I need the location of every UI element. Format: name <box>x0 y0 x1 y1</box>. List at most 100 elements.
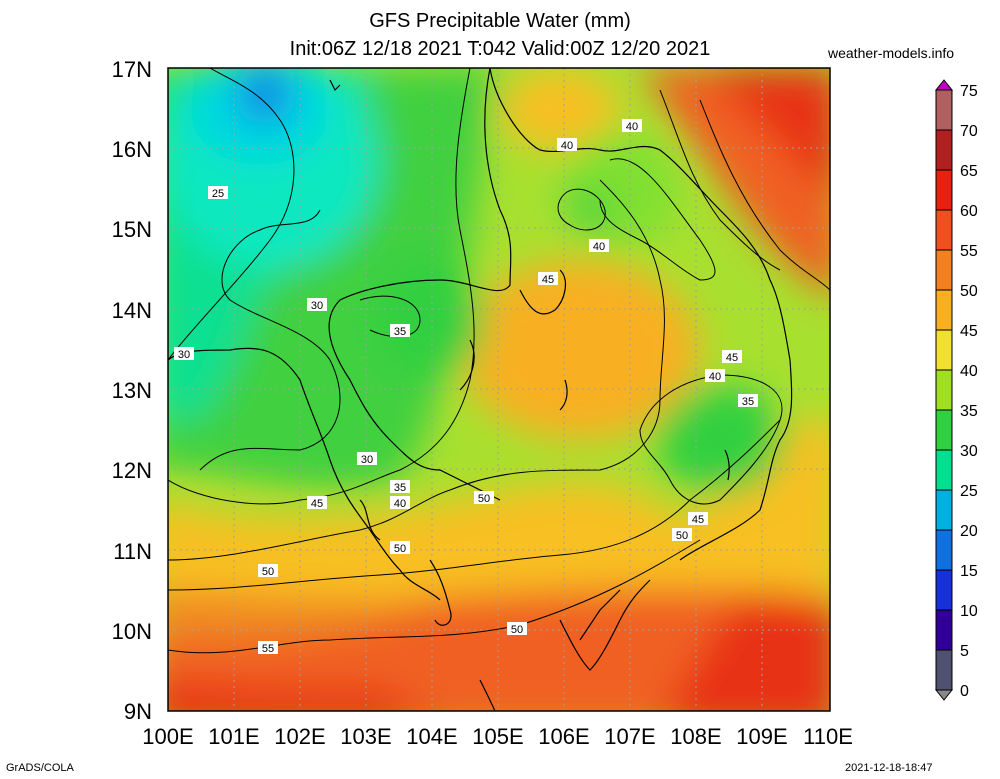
svg-text:40: 40 <box>626 121 638 133</box>
contour-label: 30 <box>174 347 194 361</box>
precipitable-water-field <box>168 68 830 711</box>
colorbar-label: 35 <box>960 403 978 420</box>
contour-label: 50 <box>258 564 278 578</box>
contour-label: 50 <box>672 528 692 542</box>
lat-tick-label: 11N <box>113 539 152 564</box>
lon-tick-label: 104E <box>406 724 457 749</box>
svg-text:35: 35 <box>742 396 754 408</box>
colorbar-swatch <box>935 249 953 291</box>
software-credit: GrADS/COLA <box>6 762 74 774</box>
contour-lines <box>168 68 830 654</box>
contour-label: 35 <box>390 324 410 338</box>
lon-tick-label: 103E <box>340 724 391 749</box>
lon-tick-label: 108E <box>670 724 721 749</box>
lon-tick-label: 110E <box>803 724 853 749</box>
latitude-axis: 17N 16N 15N 14N 13N 12N 11N 10N 9N <box>112 57 152 724</box>
svg-text:50: 50 <box>511 624 523 636</box>
colorbar-top-arrow <box>934 79 954 91</box>
map-gridlines <box>168 68 830 711</box>
colorbar-swatch <box>935 169 953 211</box>
lat-tick-label: 9N <box>124 699 152 724</box>
colorbar-swatch <box>935 289 953 331</box>
svg-text:45: 45 <box>311 498 323 510</box>
colorbar-label: 15 <box>960 563 978 580</box>
lat-tick-label: 16N <box>112 137 152 162</box>
svg-text:55: 55 <box>262 643 274 655</box>
svg-text:40: 40 <box>593 241 605 253</box>
svg-text:30: 30 <box>311 300 323 312</box>
chart-subtitle: Init:06Z 12/18 2021 T:042 Valid:00Z 12/2… <box>289 38 711 60</box>
contour-label: 45 <box>722 350 742 364</box>
credit-text: weather-models.info <box>828 45 955 61</box>
colorbar-label: 30 <box>960 443 978 460</box>
longitude-axis: 100E 101E 102E 103E 104E 105E 106E 107E … <box>142 724 853 749</box>
svg-text:50: 50 <box>394 543 406 555</box>
lat-tick-label: 12N <box>112 458 152 483</box>
contour-label: 55 <box>258 641 278 655</box>
colorbar-label: 55 <box>960 243 978 260</box>
contour-label: 40 <box>557 138 577 152</box>
lon-tick-label: 101E <box>208 724 259 749</box>
svg-text:45: 45 <box>692 514 704 526</box>
svg-text:40: 40 <box>709 371 721 383</box>
contour-label: 45 <box>688 512 708 526</box>
coastlines-and-borders <box>168 68 793 711</box>
colorbar-bottom-arrow <box>934 689 954 701</box>
svg-text:50: 50 <box>478 493 490 505</box>
colorbar-label: 65 <box>960 163 978 180</box>
contour-label: 30 <box>357 452 377 466</box>
contour-label: 35 <box>390 480 410 494</box>
colorbar-swatch <box>935 129 953 171</box>
generation-timestamp: 2021-12-18-18:47 <box>845 762 933 774</box>
lat-tick-label: 13N <box>112 378 152 403</box>
colorbar-swatch <box>935 329 953 371</box>
colorbar-swatch <box>935 649 953 691</box>
colorbar-swatch <box>935 609 953 651</box>
lat-tick-label: 15N <box>112 217 152 242</box>
svg-text:40: 40 <box>394 498 406 510</box>
colorbar-label: 10 <box>960 603 978 620</box>
colorbar-swatch <box>935 569 953 611</box>
contour-label: 45 <box>307 496 327 510</box>
svg-text:35: 35 <box>394 326 406 338</box>
contour-label: 45 <box>538 272 558 286</box>
colorbar-swatch <box>935 449 953 491</box>
lat-tick-label: 17N <box>112 57 152 82</box>
contour-label: 50 <box>390 541 410 555</box>
colorbar-label: 5 <box>960 643 969 660</box>
lon-tick-label: 107E <box>604 724 655 749</box>
contour-label: 40 <box>390 496 410 510</box>
contour-label: 40 <box>622 119 642 133</box>
svg-text:40: 40 <box>561 140 573 152</box>
contour-label: 40 <box>589 239 609 253</box>
svg-text:50: 50 <box>676 530 688 542</box>
svg-text:35: 35 <box>394 482 406 494</box>
colorbar-label: 45 <box>960 323 978 340</box>
colorbar-label: 25 <box>960 483 978 500</box>
lon-tick-label: 102E <box>274 724 325 749</box>
colorbar-swatch <box>935 209 953 251</box>
svg-text:25: 25 <box>212 188 224 200</box>
lat-tick-label: 14N <box>112 298 152 323</box>
colorbar-label: 75 <box>960 83 978 100</box>
svg-text:30: 30 <box>361 454 373 466</box>
contour-label-group: 25 30 30 30 35 35 35 40 40 40 40 40 45 4… <box>174 119 758 655</box>
colorbar-label: 60 <box>960 203 978 220</box>
contour-label: 40 <box>705 369 725 383</box>
svg-text:45: 45 <box>726 352 738 364</box>
svg-text:30: 30 <box>178 349 190 361</box>
lon-tick-label: 100E <box>142 724 193 749</box>
lon-tick-label: 109E <box>736 724 787 749</box>
colorbar-swatch <box>935 369 953 411</box>
contour-label: 50 <box>507 622 527 636</box>
lat-tick-label: 10N <box>112 619 152 644</box>
contour-label: 35 <box>738 394 758 408</box>
svg-text:45: 45 <box>542 274 554 286</box>
colorbar-swatch <box>935 409 953 451</box>
colorbar-label: 20 <box>960 523 978 540</box>
contour-label: 25 <box>208 186 228 200</box>
lon-tick-label: 105E <box>472 724 523 749</box>
colorbar-swatch <box>935 529 953 571</box>
